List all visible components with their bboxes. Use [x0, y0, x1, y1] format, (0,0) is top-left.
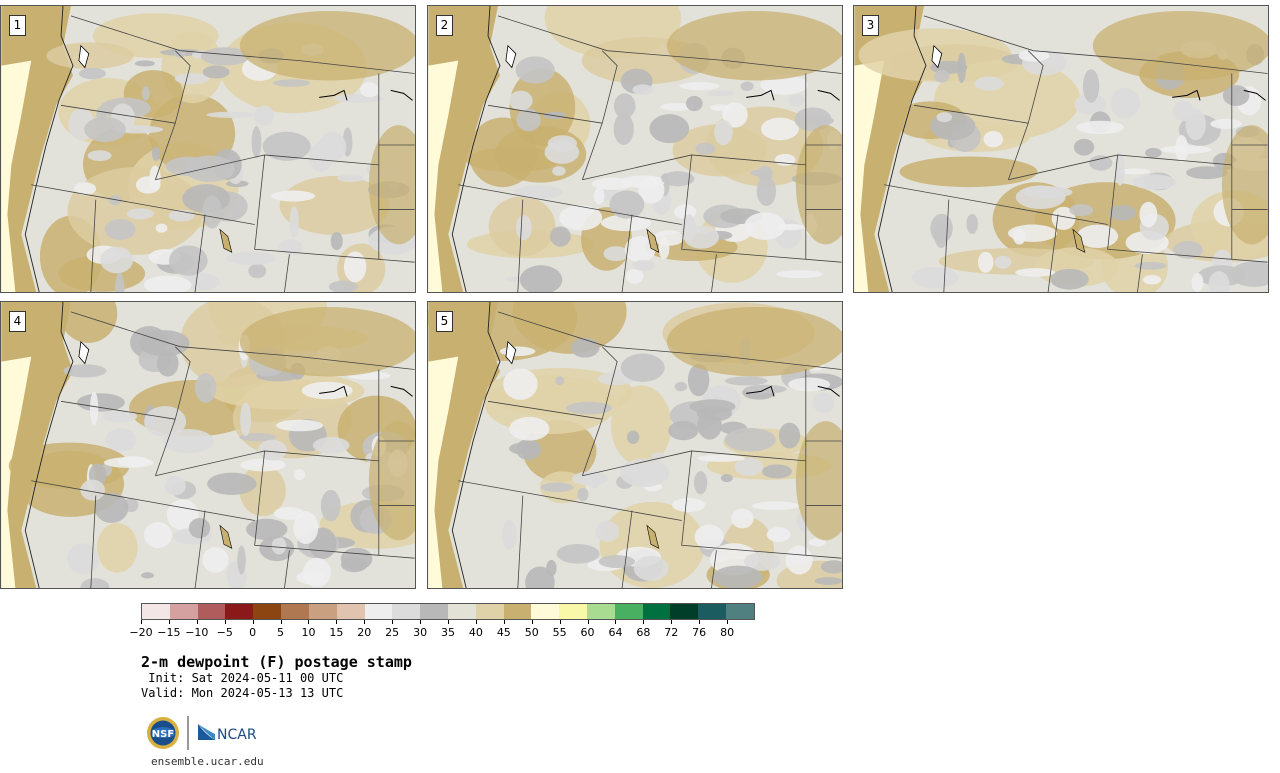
tick-label: 25: [385, 626, 400, 639]
colorbar-swatch: [614, 604, 643, 619]
tick-label: 15: [329, 626, 344, 639]
tick-mark: [671, 620, 673, 624]
colorbar-swatch: [169, 604, 198, 619]
source-url: ensemble.ucar.edu: [151, 755, 264, 768]
colorbar-swatch: [503, 604, 532, 619]
colorbar-swatch: [364, 604, 393, 619]
dewpoint-map: [854, 6, 1268, 292]
colorbar-swatch: [253, 604, 282, 619]
tick-label: 10: [301, 626, 316, 639]
tick-mark: [643, 620, 645, 624]
tick-label: 0: [249, 626, 257, 639]
tick-label: 80: [720, 626, 735, 639]
tick-mark: [364, 620, 366, 624]
colorbar-swatch: [142, 604, 170, 619]
tick-label: 50: [524, 626, 539, 639]
plot-title: 2-m dewpoint (F) postage stamp: [141, 653, 412, 671]
nsf-logo: NSF: [147, 717, 179, 749]
colorbar-swatch: [392, 604, 421, 619]
postage-stamp-map-4: 4: [0, 301, 416, 589]
tick-label: −20: [129, 626, 153, 639]
dewpoint-map: [1, 6, 415, 292]
tick-label: 35: [441, 626, 455, 639]
tick-label: 40: [468, 626, 483, 639]
postage-stamp-map-2: 2: [427, 5, 843, 293]
tick-label: −15: [157, 626, 181, 639]
dewpoint-map: [428, 6, 842, 292]
tick-mark: [392, 620, 394, 624]
colorbar-swatch: [475, 604, 504, 619]
postage-stamp-map-1: 1: [0, 5, 416, 293]
tick-mark: [503, 620, 505, 624]
panel-label: 4: [9, 311, 26, 332]
tick-label: 5: [277, 626, 285, 639]
svg-text:NCAR: NCAR: [217, 727, 257, 743]
colorbar-swatch: [726, 604, 754, 619]
tick-mark: [699, 620, 701, 624]
tick-label: 68: [636, 626, 651, 639]
tick-mark: [280, 620, 282, 624]
colorbar-swatch: [308, 604, 337, 619]
postage-stamp-map-5: 5: [427, 301, 843, 589]
logos: NSF NCAR: [145, 714, 275, 752]
tick-mark: [475, 620, 477, 624]
tick-label: 45: [496, 626, 511, 639]
dewpoint-map: [1, 302, 415, 588]
tick-mark: [615, 620, 617, 624]
panel-label: 3: [862, 15, 879, 36]
tick-mark: [448, 620, 449, 624]
tick-label: 55: [552, 626, 567, 639]
tick-mark: [559, 620, 561, 624]
tick-label: 60: [580, 626, 595, 639]
tick-mark: [420, 620, 422, 624]
colorbar-tick-labels: −20 −15 −10 −5 0 5 10 15 20 25 30 35 40 45 50 55 60 64 68 7…: [0, 620, 780, 639]
panel-label: 5: [436, 311, 453, 332]
tick-mark: [168, 620, 170, 624]
colorbar-swatch: [642, 604, 671, 619]
tick-mark: [587, 620, 589, 624]
colorbar: [141, 603, 755, 620]
tick-mark: [224, 620, 226, 624]
colorbar-swatch: [531, 604, 560, 619]
tick-mark: [196, 620, 198, 624]
svg-text:NSF: NSF: [152, 729, 174, 740]
colorbar-swatch: [587, 604, 615, 619]
colorbar-swatch: [420, 604, 448, 619]
tick-label: −5: [216, 626, 233, 639]
init-time: Init: Sat 2024-05-11 00 UTC: [141, 671, 344, 685]
tick-mark: [308, 620, 310, 624]
tick-mark: [141, 620, 142, 624]
tick-mark: [336, 620, 338, 624]
valid-time: Valid: Mon 2024-05-13 13 UTC: [141, 686, 344, 700]
tick-label: 64: [608, 626, 623, 639]
colorbar-swatch: [447, 604, 476, 619]
tick-label: −10: [185, 626, 209, 639]
panel-label: 2: [436, 15, 453, 36]
postage-stamp-map-3: 3: [853, 5, 1269, 293]
tick-label: 76: [692, 626, 707, 639]
dewpoint-map: [428, 302, 842, 588]
ncar-logo: NCAR: [198, 724, 257, 743]
panel-label: 1: [9, 15, 26, 36]
tick-label: 72: [664, 626, 679, 639]
tick-label: 30: [413, 626, 428, 639]
colorbar-swatch: [698, 604, 727, 619]
tick-mark: [727, 620, 729, 624]
colorbar-swatch: [225, 604, 254, 619]
colorbar-swatch: [670, 604, 699, 619]
colorbar-swatch: [281, 604, 309, 619]
tick-mark: [531, 620, 533, 624]
colorbar-swatch: [336, 604, 365, 619]
tick-label: 20: [357, 626, 372, 639]
tick-mark: [252, 620, 254, 624]
colorbar-swatch: [197, 604, 226, 619]
colorbar-swatch: [559, 604, 587, 619]
